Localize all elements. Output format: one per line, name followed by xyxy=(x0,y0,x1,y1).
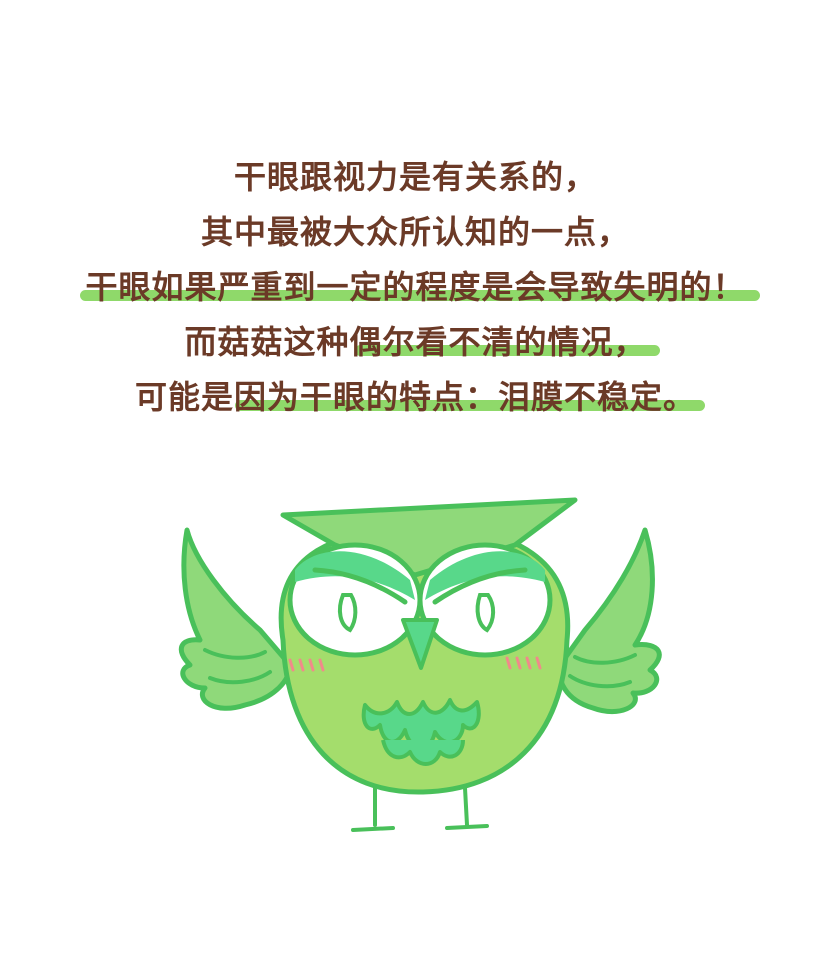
owl-right-wing-feather xyxy=(573,653,637,665)
owl-right-wing xyxy=(556,527,662,715)
owl-left-pupil xyxy=(337,593,358,633)
owl-right-pupil xyxy=(475,593,496,633)
owl-left-wing-feather xyxy=(203,648,267,660)
owl-left-brow xyxy=(312,567,408,605)
caption-line-1: 干眼跟视力是有关系的， xyxy=(233,158,597,196)
owl-right-wing-feather-2 xyxy=(568,674,632,689)
owl-left-blush xyxy=(288,658,325,672)
highlight-stroke-3 xyxy=(235,400,705,411)
owl-left-leg xyxy=(351,786,395,832)
owl-beak xyxy=(401,618,439,670)
owl-icon xyxy=(178,497,662,832)
owl-right-brow xyxy=(432,567,528,605)
owl-right-blush xyxy=(505,656,542,670)
owl-right-leg xyxy=(445,786,489,830)
owl-left-wing xyxy=(178,527,293,711)
caption-line-4: 而菇菇这种偶尔看不清的情况， xyxy=(0,315,831,370)
caption-line-3: 干眼如果严重到一定的程度是会导致失明的！ xyxy=(0,260,831,315)
highlight-stroke-2 xyxy=(355,345,660,356)
caption-line-2: 其中最被大众所认知的一点， xyxy=(200,213,630,251)
highlight-stroke-1 xyxy=(80,290,760,301)
caption-line-5: 可能是因为干眼的特点：泪膜不稳定。 xyxy=(0,370,831,425)
owl-left-wing-feather-2 xyxy=(208,670,272,685)
owl-chest-feathers-lower xyxy=(381,739,465,766)
caption-text-block: 干眼跟视力是有关系的， 其中最被大众所认知的一点， 干眼如果严重到一定的程度是会… xyxy=(0,150,831,425)
